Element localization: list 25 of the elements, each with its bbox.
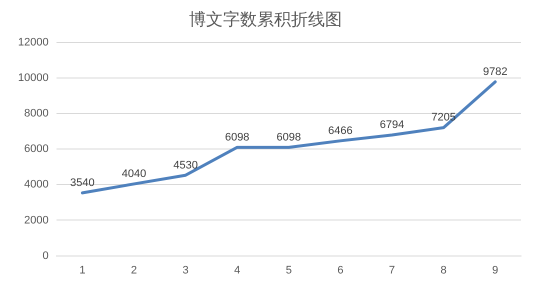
x-tick-label: 3 bbox=[182, 264, 189, 276]
x-tick-label: 8 bbox=[440, 264, 447, 276]
x-tick-label: 2 bbox=[130, 264, 138, 276]
y-tick-label: 2000 bbox=[24, 214, 49, 226]
x-tick-label: 4 bbox=[234, 264, 240, 276]
data-label: 6466 bbox=[328, 124, 353, 137]
y-tick-label: 0 bbox=[42, 250, 49, 262]
data-label: 6098 bbox=[224, 131, 250, 144]
y-tick-label: 12000 bbox=[18, 36, 49, 48]
data-label: 9782 bbox=[482, 66, 508, 78]
y-tick-label: 10000 bbox=[18, 72, 49, 84]
y-tick-label: 4000 bbox=[24, 178, 49, 191]
x-tick-label: 6 bbox=[337, 264, 344, 276]
x-tick-label: 9 bbox=[492, 264, 498, 276]
data-label: 4040 bbox=[122, 168, 146, 180]
data-label: 6098 bbox=[276, 131, 302, 144]
x-tick-label: 5 bbox=[286, 264, 292, 276]
x-tick-label: 7 bbox=[388, 264, 396, 276]
data-label: 6794 bbox=[380, 119, 404, 132]
chart-title: 博文字数累积折线图 bbox=[189, 10, 342, 29]
data-label: 3540 bbox=[70, 176, 95, 189]
data-label: 4530 bbox=[173, 159, 198, 172]
x-tick-label: 1 bbox=[79, 264, 86, 276]
y-tick-label: 8000 bbox=[24, 108, 49, 120]
y-tick-label: 6000 bbox=[24, 143, 49, 156]
